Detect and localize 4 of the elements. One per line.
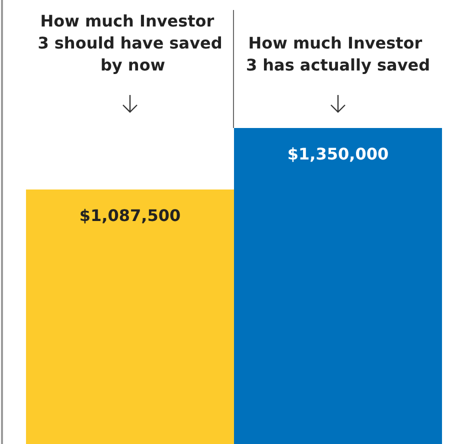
x-tick-label: How much Investor 3 has actually saved [246,34,430,74]
data-label: $1,350,000 [287,144,389,164]
x-tick-label: How much Investor 3 should have saved by now [38,12,222,74]
data-label: $1,087,500 [79,206,181,225]
